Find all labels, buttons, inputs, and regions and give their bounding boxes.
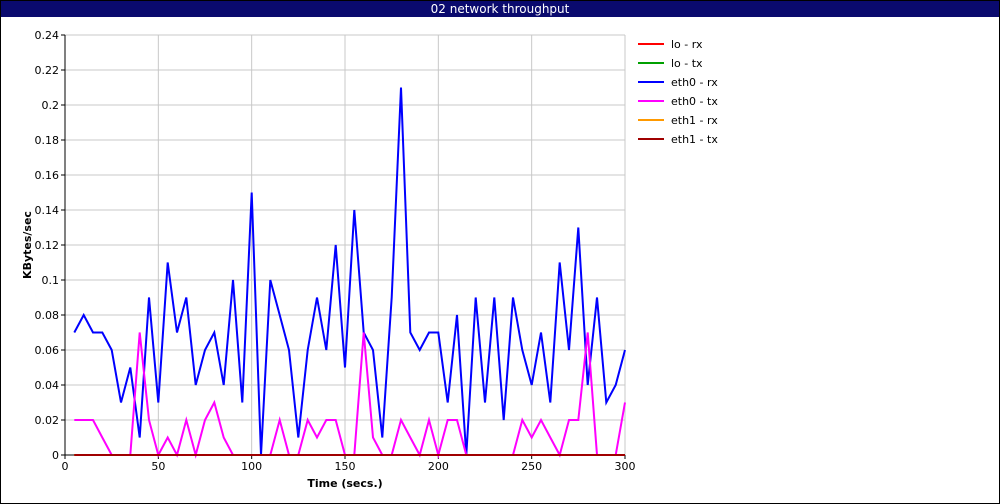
x-tick-label: 50 (151, 460, 165, 473)
legend-label-lo-tx: lo - tx (671, 57, 703, 70)
chart-title: 02 network throughput (1, 1, 999, 17)
x-axis-label: Time (secs.) (307, 477, 382, 490)
y-tick-label: 0.04 (35, 379, 60, 392)
x-tick-label: 300 (615, 460, 636, 473)
series-line-eth0-rx (73, 87, 626, 456)
y-tick-label: 0.24 (35, 29, 60, 42)
y-tick-label: 0.08 (35, 309, 60, 322)
x-tick-label: 200 (428, 460, 449, 473)
y-tick-label: 0.16 (35, 169, 60, 182)
y-tick-label: 0 (52, 449, 59, 462)
y-tick-label: 0.12 (35, 239, 60, 252)
y-tick-label: 0.18 (35, 134, 60, 147)
y-tick-label: 0.22 (35, 64, 60, 77)
legend-label-eth0-tx: eth0 - tx (671, 95, 718, 108)
y-tick-label: 0.02 (35, 414, 60, 427)
y-axis-label: KBytes/sec (21, 211, 34, 279)
y-tick-label: 0.2 (42, 99, 60, 112)
legend-label-eth1-rx: eth1 - rx (671, 114, 718, 127)
legend-label-eth0-rx: eth0 - rx (671, 76, 718, 89)
x-tick-label: 100 (241, 460, 262, 473)
x-tick-label: 250 (521, 460, 542, 473)
legend-label-lo-rx: lo - rx (671, 38, 703, 51)
y-tick-label: 0.1 (42, 274, 60, 287)
x-tick-label: 0 (62, 460, 69, 473)
x-tick-label: 150 (335, 460, 356, 473)
legend-label-eth1-tx: eth1 - tx (671, 133, 718, 146)
y-tick-label: 0.14 (35, 204, 60, 217)
y-tick-label: 0.06 (35, 344, 60, 357)
